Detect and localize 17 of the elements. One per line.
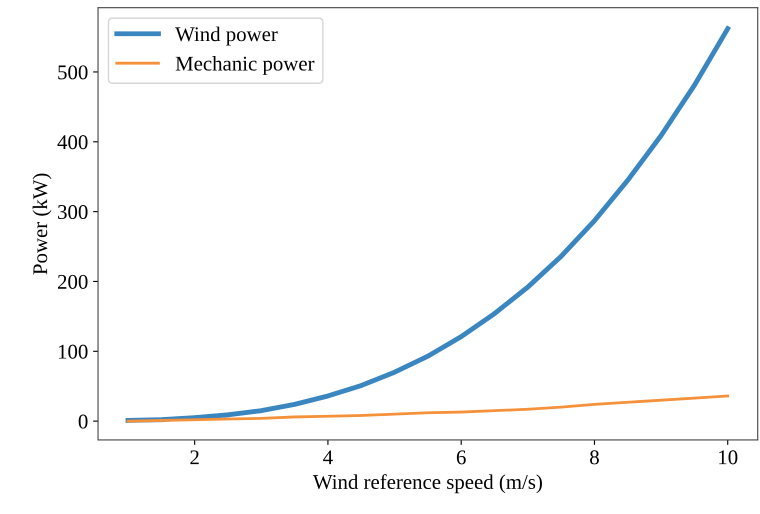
x-axis-title: Wind reference speed (m/s) bbox=[312, 474, 542, 494]
y-axis-title: Power (kW) bbox=[32, 174, 52, 274]
legend-label: Wind power bbox=[175, 26, 278, 46]
line-series bbox=[126, 26, 730, 423]
y-tick-label: 200 bbox=[58, 274, 88, 289]
y-tick-label: 300 bbox=[58, 205, 88, 220]
y-tick-label: 0 bbox=[78, 414, 88, 429]
y-tick-label: 400 bbox=[57, 135, 88, 150]
x-tick-label: 8 bbox=[590, 450, 599, 464]
legend-label: Mechanic power bbox=[176, 56, 314, 75]
x-tick-label: 6 bbox=[456, 450, 466, 464]
x-tick-label: 10 bbox=[719, 450, 738, 464]
y-tick-label: 500 bbox=[58, 65, 88, 80]
y-tick-label: 100 bbox=[58, 344, 88, 359]
x-tick-label: 4 bbox=[323, 450, 333, 464]
x-tick-label: 2 bbox=[190, 450, 199, 464]
line-series bbox=[126, 394, 730, 423]
